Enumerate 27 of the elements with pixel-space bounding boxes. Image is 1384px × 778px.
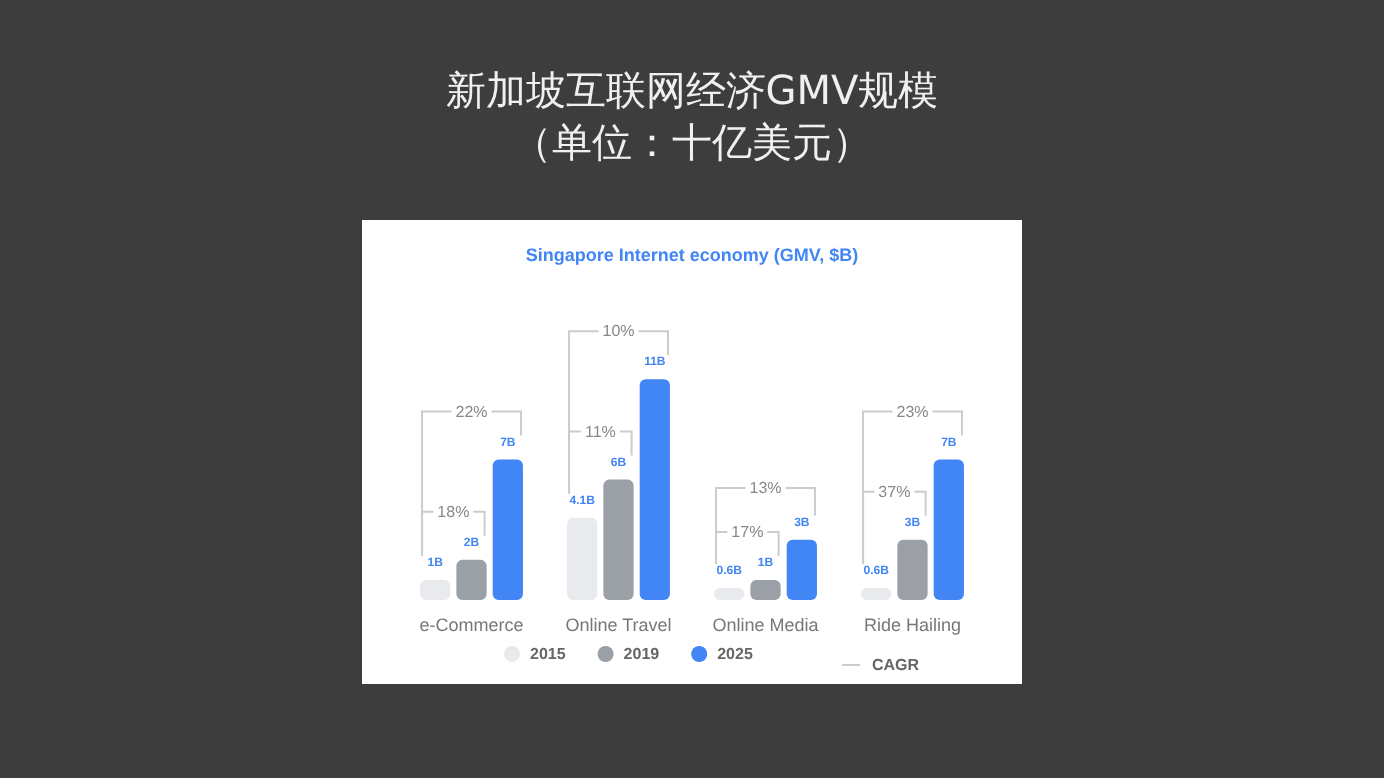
text: CAGR — [872, 656, 920, 674]
bar — [933, 459, 964, 600]
bar — [750, 579, 781, 600]
text: Singapore Internet economy (GMV, $B) — [525, 245, 859, 265]
x-tick-label: Online Travel — [565, 615, 672, 635]
chart-subtitle: （单位：十亿美元） — [510, 116, 874, 168]
annotation: 13% — [749, 478, 782, 497]
annotation: 37% — [878, 482, 911, 501]
legend-label: 2015 — [530, 645, 567, 663]
x-tick-label: e-Commerce — [419, 615, 524, 635]
bar — [456, 559, 487, 600]
annotation: 22% — [455, 402, 488, 421]
bar — [492, 459, 523, 600]
annotation: 17% — [731, 522, 764, 541]
legend-label: 2019 — [623, 645, 661, 663]
annotation: 11% — [584, 422, 616, 441]
text: 10% — [602, 322, 635, 341]
annotation: 23% — [896, 402, 929, 421]
x-tick-label: Ride Hailing — [863, 615, 962, 635]
bar — [603, 479, 634, 600]
bar — [786, 539, 817, 600]
bar — [897, 539, 928, 600]
annotation: 18% — [437, 502, 470, 521]
legend-label: 2025 — [717, 645, 754, 663]
x-tick-label: Online Media — [712, 615, 819, 635]
bar — [639, 379, 670, 600]
chart-title: 新加坡互联网经济GMV规模 — [443, 64, 941, 116]
